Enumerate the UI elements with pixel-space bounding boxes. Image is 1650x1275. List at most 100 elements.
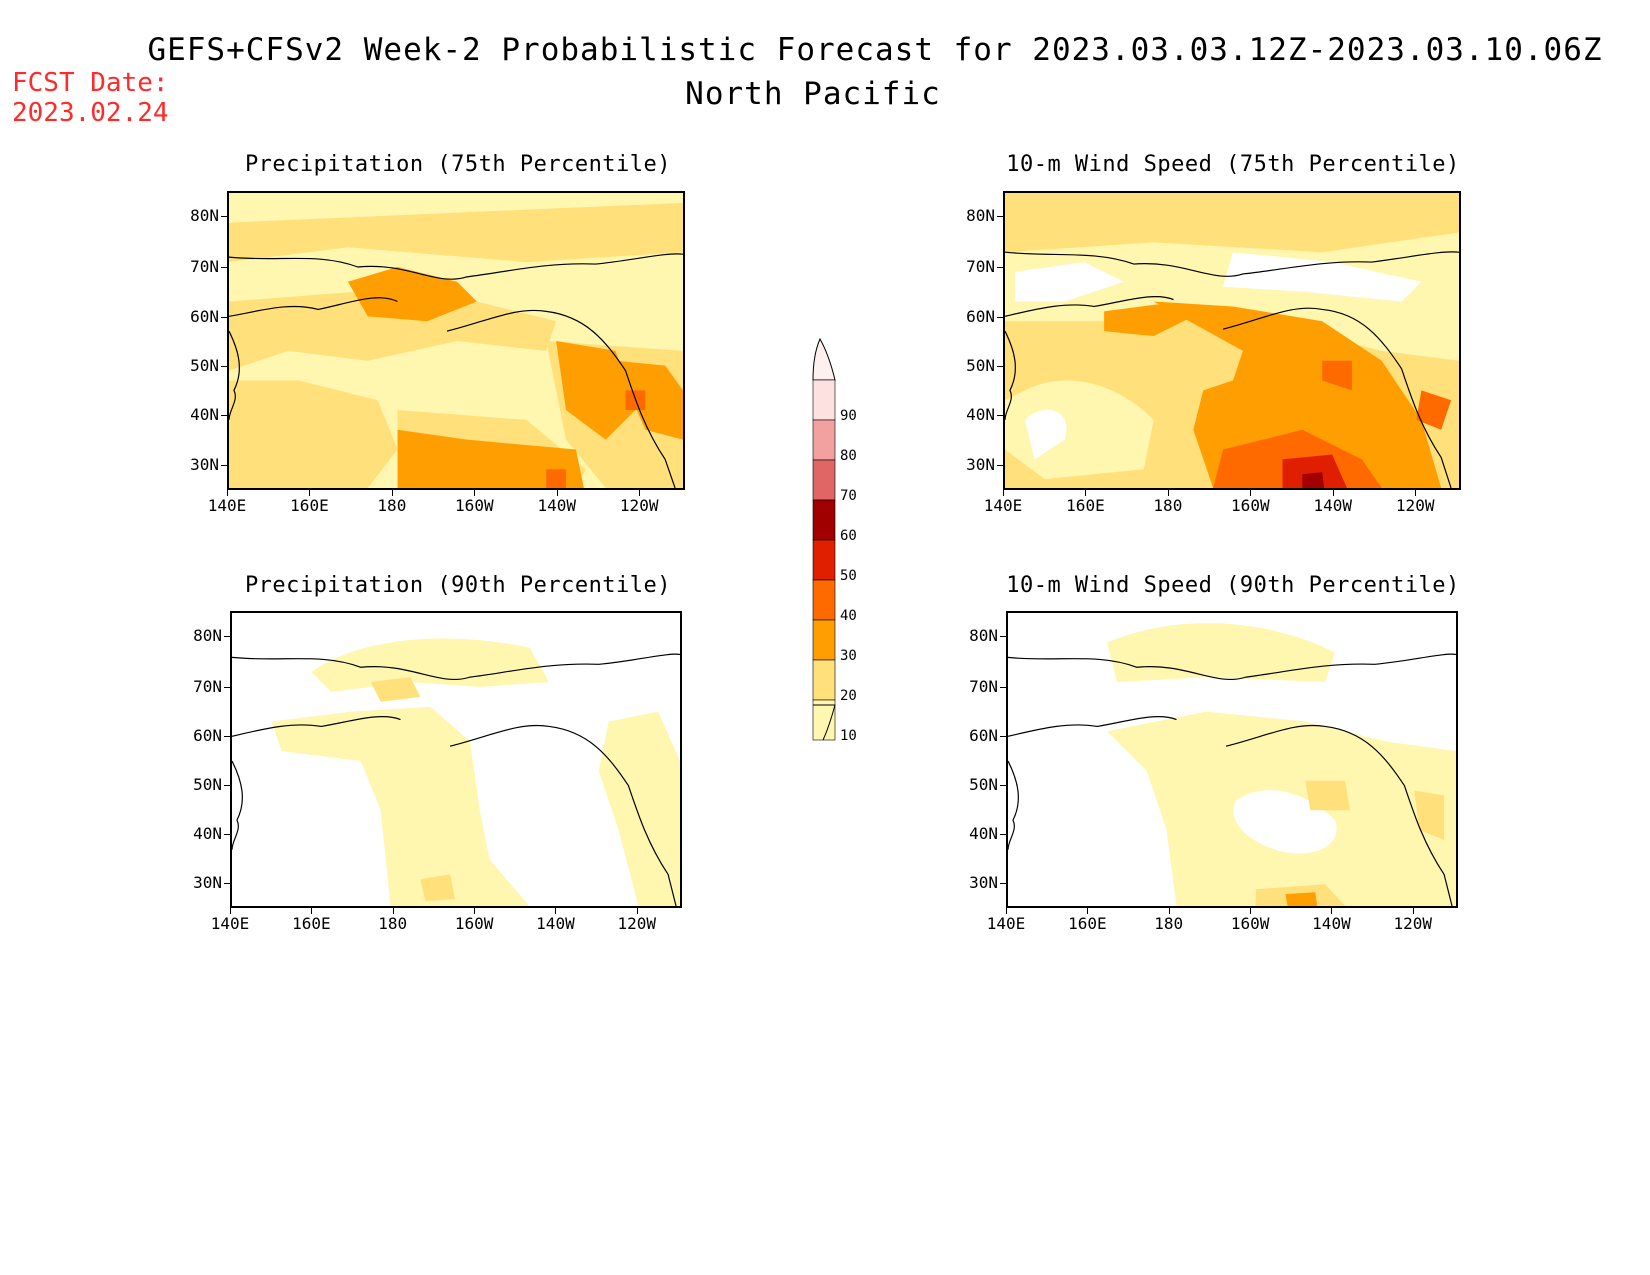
lon-label: 120W [619,496,659,515]
lat-tick [224,882,230,884]
lon-tick [309,490,311,496]
lat-tick [997,365,1003,367]
lon-tick [1415,490,1417,496]
lon-tick [1006,908,1007,914]
lon-label: 160E [1068,914,1107,933]
map-wind-75 [1003,191,1461,490]
lat-label: 40N [966,405,995,425]
lon-tick [227,490,228,496]
lon-label: 120W [1395,496,1435,515]
lat-label: 70N [969,676,998,696]
precip-75-field [229,193,683,488]
panel-title-precip-75: Precipitation (75th Percentile) [244,152,672,177]
wind-75-field [1005,193,1459,488]
lat-label: 50N [969,774,998,794]
lat-label: 50N [193,774,222,794]
lat-label: 70N [190,257,219,277]
lon-tick [639,490,641,496]
lon-tick [1087,908,1089,914]
lon-tick [1085,490,1087,496]
colorbar-label: 10 [840,728,857,744]
lon-tick [556,490,558,496]
lat-tick [997,415,1003,417]
lat-tick [1000,636,1006,638]
lat-label: 30N [966,454,995,474]
colorbar-label: 30 [840,648,857,664]
lat-label: 30N [969,872,998,892]
lat-label: 60N [966,306,995,326]
colorbar-swatch [812,699,836,741]
lat-label: 80N [969,626,998,646]
colorbar-swatch [812,499,836,541]
lon-label: 140E [207,496,247,515]
lat-label: 60N [193,725,222,745]
panel-title-wind-75: 10-m Wind Speed (75th Percentile) [1006,152,1460,177]
colorbar-label: 50 [840,568,857,584]
lon-tick [1250,490,1252,496]
lon-label: 120W [617,914,657,933]
lon-tick [1250,908,1252,914]
lon-label: 160E [1066,496,1105,515]
lon-label: 140E [210,914,250,933]
lat-tick [1000,735,1006,737]
lon-tick [311,908,313,914]
lon-tick [474,490,476,496]
lon-label: 140E [986,914,1026,933]
lon-tick [1167,490,1169,496]
lon-label: 160E [292,914,331,933]
lat-tick [221,365,227,367]
lon-label: 160W [455,496,494,515]
map-precip-75 [227,191,685,490]
lat-label: 80N [966,206,995,226]
lon-label: 160W [1231,496,1270,515]
lon-label: 140W [537,496,577,515]
lon-label: 180 [377,496,407,515]
colorbar-swatch [812,619,836,661]
lon-tick [1332,490,1334,496]
lon-label: 180 [378,914,408,933]
forecast-date-value: 2023.02.24 [12,98,169,128]
lon-label: 180 [1154,914,1184,933]
wind-90-field [1008,613,1456,906]
colorbar-label: 20 [840,688,857,704]
map-wind-90 [1006,611,1458,908]
lat-tick [997,267,1003,269]
lon-tick [1003,490,1004,496]
lon-label: 140E [983,496,1023,515]
colorbar-swatch [812,579,836,621]
colorbar-swatch [812,459,836,501]
lat-tick [1000,686,1006,688]
lon-label: 140W [1313,496,1353,515]
lat-label: 60N [190,306,219,326]
lon-tick [230,908,231,914]
colorbar-label: 40 [840,608,857,624]
colorbar-swatch [812,539,836,581]
lat-label: 50N [190,355,219,375]
lat-label: 80N [193,626,222,646]
lat-tick [221,267,227,269]
lat-tick [224,784,230,786]
lon-tick [1412,908,1414,914]
colorbar [812,337,836,741]
colorbar-label: 80 [840,448,857,464]
lat-tick [221,464,227,466]
lon-tick [391,490,393,496]
figure-subtitle: North Pacific [685,76,941,112]
lon-label: 160W [454,914,494,933]
lat-label: 40N [190,405,219,425]
lon-label: 160E [290,496,329,515]
panel-title-precip-90: Precipitation (90th Percentile) [244,573,672,598]
colorbar-swatch [812,659,836,701]
lat-label: 40N [193,823,222,843]
lat-tick [224,636,230,638]
lat-label: 60N [969,725,998,745]
lat-label: 40N [969,823,998,843]
lat-tick [1000,833,1006,835]
lat-label: 30N [190,454,219,474]
lat-label: 70N [193,676,222,696]
lon-tick [474,908,476,914]
lat-label: 70N [966,257,995,277]
lat-tick [997,464,1003,466]
lon-label: 120W [1393,914,1433,933]
colorbar-label: 70 [840,488,857,504]
